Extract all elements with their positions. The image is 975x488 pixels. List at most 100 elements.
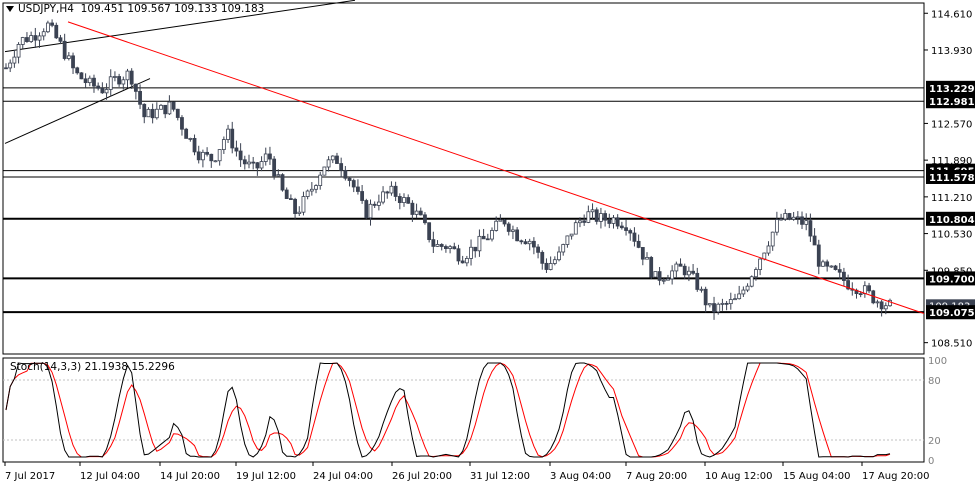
candle-body xyxy=(343,169,348,179)
candle xyxy=(607,213,612,229)
candle xyxy=(816,239,821,275)
trendline[interactable] xyxy=(67,21,925,314)
candle xyxy=(201,149,205,168)
candle-body xyxy=(263,153,268,162)
candle-body xyxy=(87,77,92,84)
candle-body xyxy=(364,200,369,219)
candle xyxy=(372,201,377,209)
candle xyxy=(322,166,327,176)
candle-body xyxy=(180,117,184,130)
candle xyxy=(263,147,268,166)
candle-body xyxy=(770,231,775,247)
stoch-scale-label: 0 xyxy=(928,456,934,467)
current-price-label: 109.183109.075 xyxy=(926,299,975,320)
candle xyxy=(16,42,21,64)
candle-body xyxy=(221,139,226,150)
candle-body xyxy=(339,163,344,171)
candle xyxy=(25,32,29,43)
candle-body xyxy=(707,303,712,306)
candle-body xyxy=(611,217,616,224)
candle xyxy=(531,237,536,255)
candle-body xyxy=(12,56,17,64)
candle xyxy=(196,145,201,164)
candle-body xyxy=(418,210,423,216)
candle-body xyxy=(557,251,561,261)
candle-body xyxy=(774,219,779,233)
candle-body xyxy=(691,270,695,274)
candle-body xyxy=(754,269,758,278)
candle xyxy=(444,244,448,253)
stoch-scale-label: 80 xyxy=(928,376,941,387)
candle xyxy=(469,239,473,266)
candle xyxy=(804,213,809,231)
candle-body xyxy=(201,151,205,161)
candle xyxy=(754,267,758,281)
candle xyxy=(473,246,478,258)
stoch-signal-line xyxy=(5,362,891,458)
candle xyxy=(565,235,570,248)
candle-body xyxy=(703,288,708,306)
candle xyxy=(653,271,658,278)
candle xyxy=(536,244,540,259)
candle-body xyxy=(515,229,520,242)
candle-body xyxy=(372,203,377,206)
candle xyxy=(213,160,218,163)
candle-body xyxy=(469,246,473,259)
candle xyxy=(733,293,737,301)
candle-body xyxy=(150,108,155,119)
candle-body xyxy=(594,209,599,222)
candle xyxy=(45,20,50,34)
candle xyxy=(54,22,59,40)
candle-body xyxy=(113,76,117,78)
candle xyxy=(129,68,134,89)
candle xyxy=(330,155,335,164)
candle-body xyxy=(485,238,490,241)
candle-body xyxy=(494,220,499,231)
candle-body xyxy=(242,159,247,165)
x-tick-label: 12 Jul 04:00 xyxy=(80,471,140,482)
candle-body xyxy=(464,258,469,264)
candle xyxy=(779,213,783,221)
candle xyxy=(62,33,67,61)
chevron-down-icon[interactable] xyxy=(6,6,14,12)
horizontal-levels[interactable] xyxy=(3,87,924,314)
candle xyxy=(502,218,507,227)
candle xyxy=(364,198,369,219)
candle xyxy=(423,212,427,225)
candle xyxy=(104,83,109,100)
candle xyxy=(376,194,381,211)
candle xyxy=(511,225,515,240)
candle-body xyxy=(733,298,737,301)
candle-body xyxy=(234,147,239,152)
candle-body xyxy=(825,261,830,267)
candle xyxy=(180,115,184,136)
candle-body xyxy=(389,185,394,194)
candle-body xyxy=(448,246,452,249)
candle xyxy=(741,286,746,298)
candle-body xyxy=(29,35,34,42)
candle-body xyxy=(628,230,633,234)
candle-body xyxy=(255,162,260,169)
candle xyxy=(812,228,817,246)
level-label-bg xyxy=(926,271,975,286)
candle-body xyxy=(217,149,222,162)
candle-body xyxy=(117,76,122,85)
candle xyxy=(242,155,247,170)
candle xyxy=(234,140,239,157)
candle-body xyxy=(842,271,846,281)
candle xyxy=(657,267,662,286)
candle-body xyxy=(100,87,105,94)
candle xyxy=(184,127,189,139)
candle xyxy=(540,250,545,270)
candle-body xyxy=(678,263,683,267)
candle xyxy=(569,233,574,240)
candle xyxy=(707,303,712,308)
candle-body xyxy=(762,252,767,260)
candle xyxy=(712,296,716,320)
candle xyxy=(280,173,285,192)
candle-body xyxy=(888,299,892,307)
candle-body xyxy=(175,108,180,118)
candle xyxy=(209,153,214,168)
x-tick-label: 17 Aug 20:00 xyxy=(862,471,929,482)
candle xyxy=(335,152,339,164)
